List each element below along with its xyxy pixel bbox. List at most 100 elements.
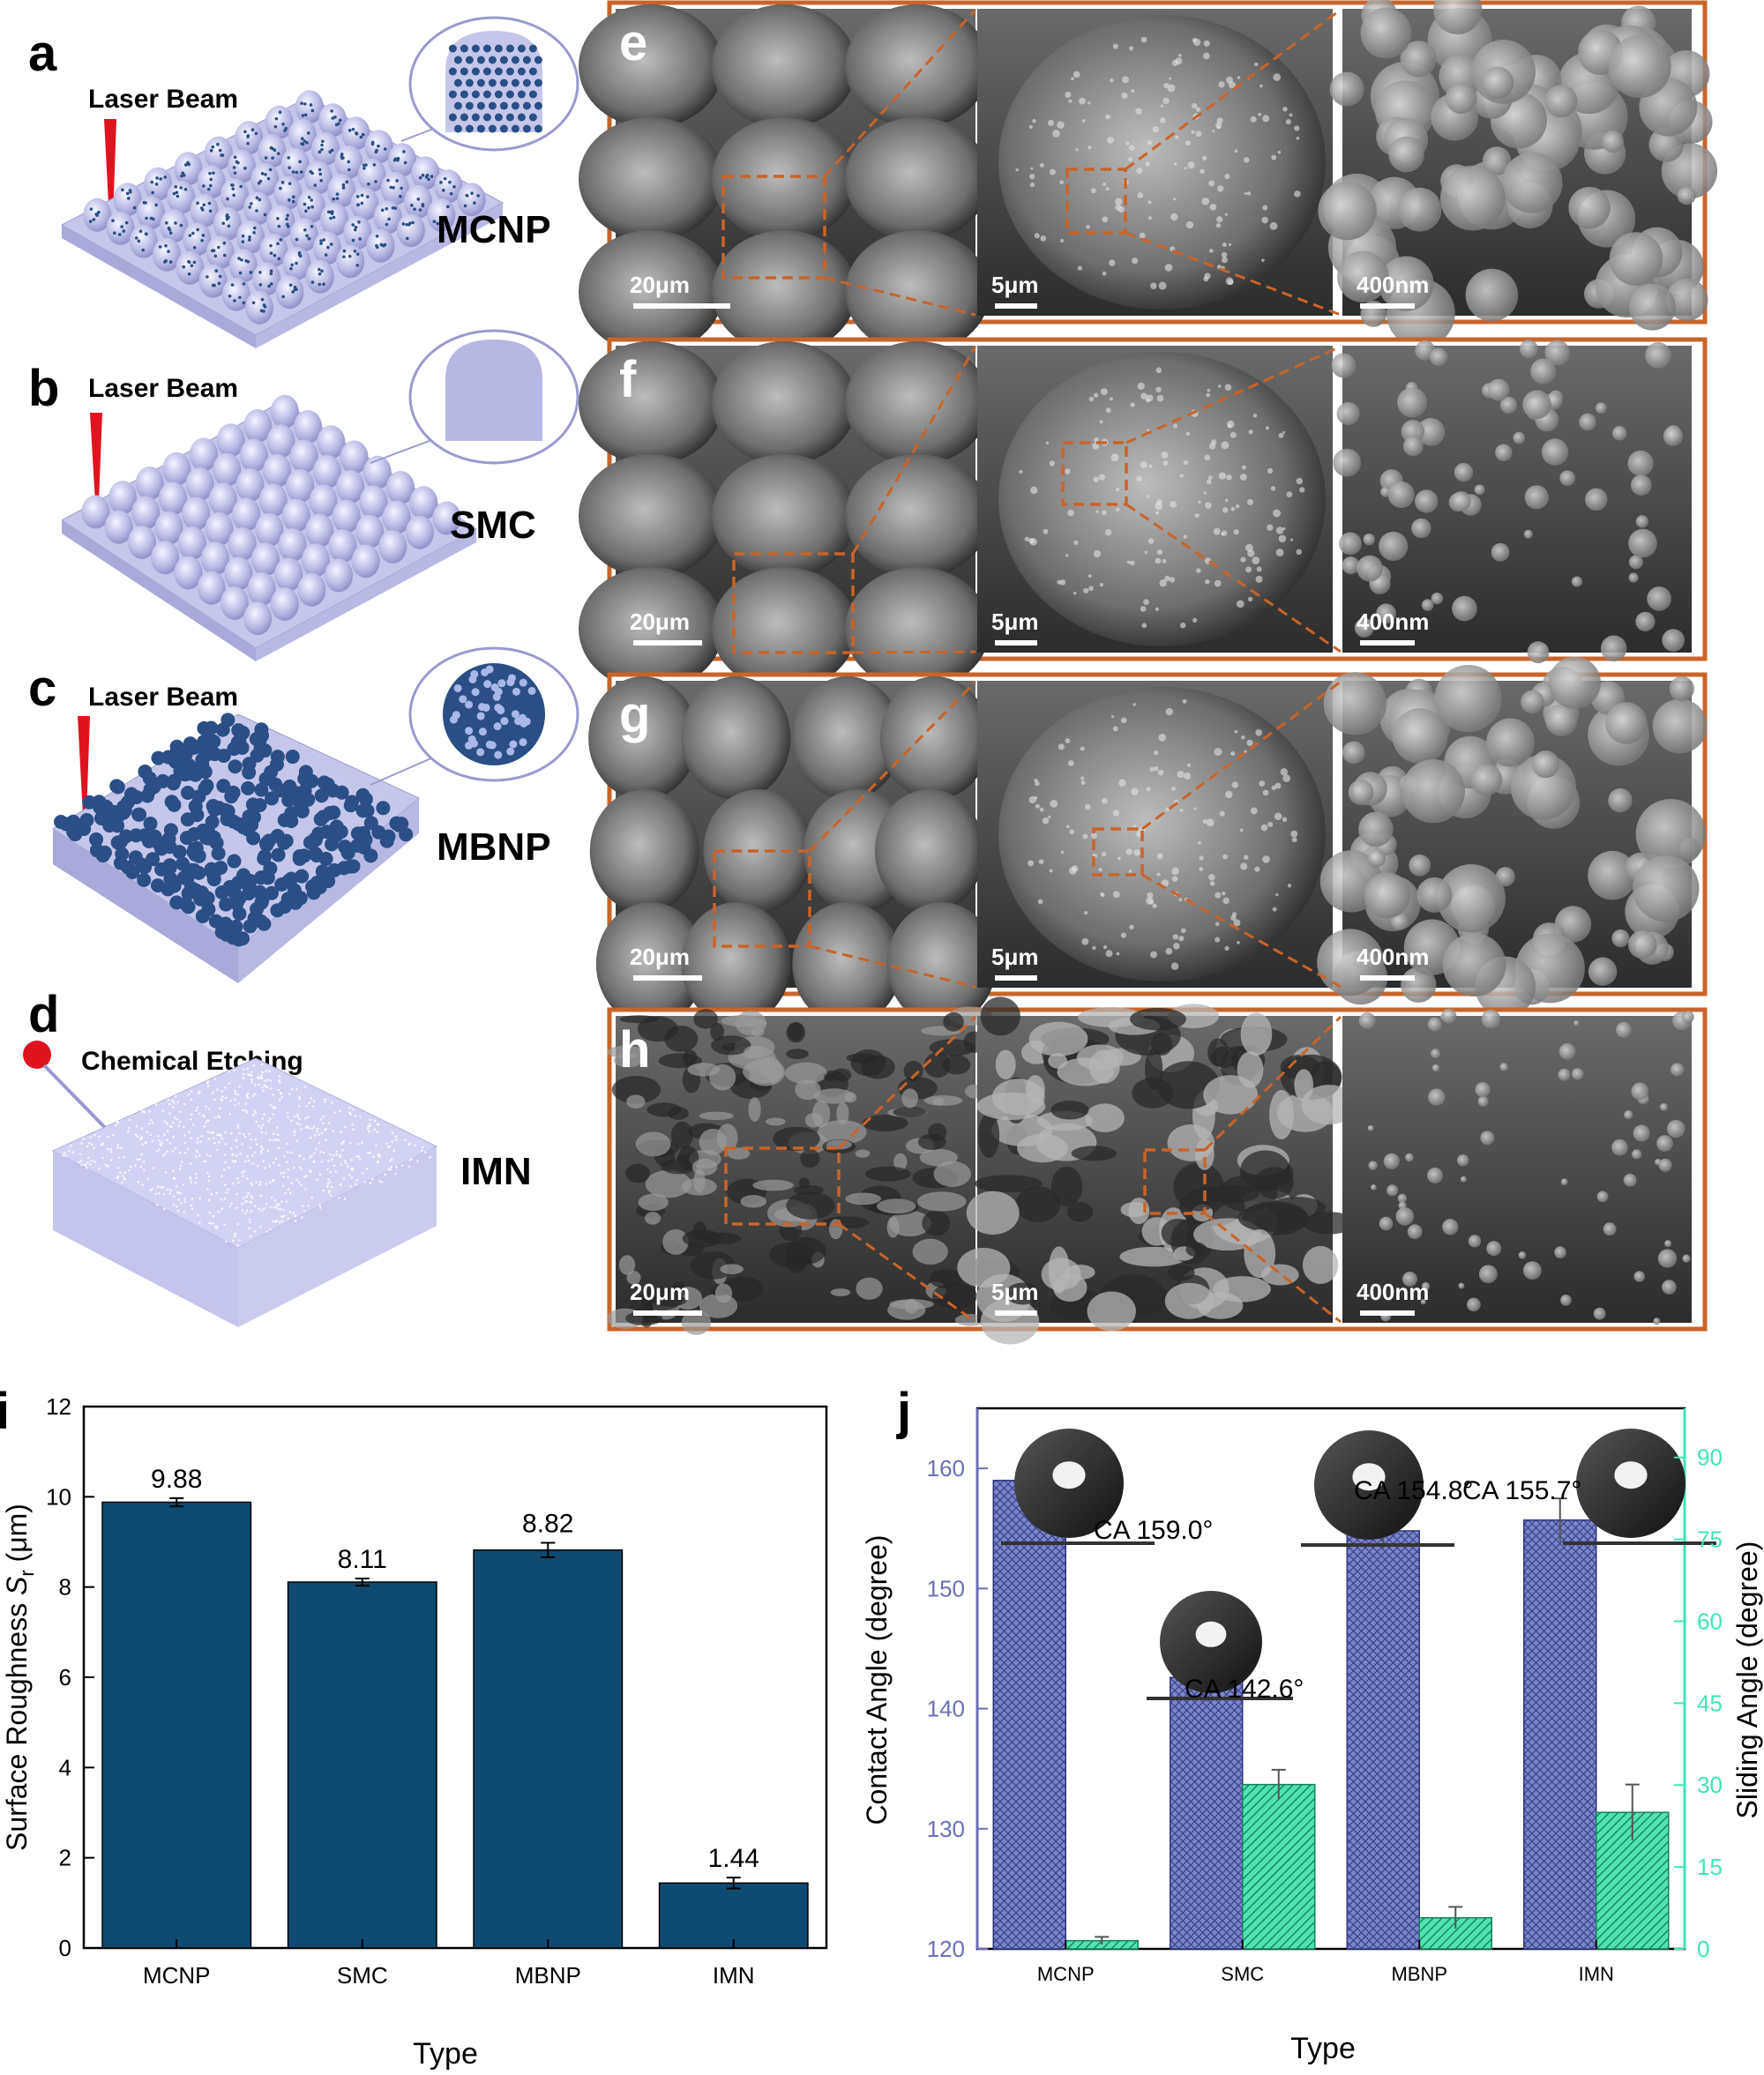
etch-speckle bbox=[246, 1092, 250, 1095]
etch-speckle bbox=[222, 1168, 226, 1171]
sem-texture bbox=[1082, 833, 1088, 840]
sem-nanoparticle bbox=[1558, 1042, 1576, 1060]
etch-speckle bbox=[285, 1200, 288, 1203]
contact-angle-bar-imn bbox=[1523, 1519, 1597, 1950]
etch-speckle bbox=[340, 1163, 343, 1166]
sem-texture bbox=[943, 1011, 964, 1032]
etch-speckle bbox=[310, 1154, 313, 1157]
sem-texture bbox=[1066, 1202, 1094, 1222]
etch-speckle bbox=[161, 1153, 165, 1157]
sem-texture bbox=[1204, 454, 1211, 461]
sem-nanoparticle bbox=[1595, 402, 1607, 414]
sem-texture bbox=[1122, 76, 1129, 84]
etch-speckle bbox=[215, 1191, 219, 1195]
etch-speckle bbox=[236, 1123, 239, 1127]
sem-nanoparticle bbox=[1495, 444, 1513, 461]
sem-texture bbox=[1291, 837, 1297, 843]
etch-speckle bbox=[287, 1168, 290, 1171]
sem-texture bbox=[1237, 1051, 1264, 1088]
microparticle bbox=[270, 903, 285, 918]
sem-texture bbox=[1228, 243, 1232, 247]
sem-texture bbox=[662, 1228, 689, 1255]
sem-texture bbox=[722, 1276, 764, 1302]
etch-speckle bbox=[172, 1106, 175, 1108]
chart-j-ylabel-left: Contact Angle (degree) bbox=[861, 1534, 893, 1825]
sem-nanoparticle bbox=[1510, 754, 1577, 820]
etch-speckle bbox=[277, 1163, 280, 1167]
etch-speckle bbox=[179, 1191, 182, 1195]
nanoparticle bbox=[186, 160, 190, 165]
etch-speckle bbox=[190, 1117, 192, 1121]
etch-speckle bbox=[223, 1197, 227, 1200]
sem-texture bbox=[1193, 1218, 1262, 1251]
sem-texture bbox=[1116, 507, 1120, 511]
etch-speckle bbox=[404, 1138, 407, 1141]
droplet-baseline bbox=[1001, 1541, 1155, 1545]
sem-texture bbox=[638, 1193, 669, 1212]
etch-speckle bbox=[307, 1205, 310, 1207]
sem-texture bbox=[1180, 928, 1186, 934]
pillar bbox=[382, 500, 411, 534]
droplet-baseline bbox=[1147, 1697, 1293, 1700]
sem-texture bbox=[1087, 1291, 1136, 1332]
etch-speckle bbox=[369, 1118, 371, 1122]
nanoparticle bbox=[473, 201, 476, 205]
nanoparticle bbox=[413, 207, 416, 212]
sem-nanoparticle bbox=[1652, 698, 1708, 754]
zoom-box bbox=[732, 552, 855, 654]
sem-texture bbox=[1081, 119, 1086, 123]
nanoparticle bbox=[141, 248, 146, 252]
sem-nanoparticle bbox=[1379, 256, 1434, 311]
etch-speckle bbox=[176, 1205, 178, 1208]
etch-speckle bbox=[316, 1130, 318, 1133]
sem-texture bbox=[1110, 715, 1115, 719]
zoom-nanoparticle bbox=[471, 688, 480, 697]
pillar bbox=[270, 394, 299, 429]
sem-texture bbox=[1261, 258, 1265, 262]
sem-nanoparticle bbox=[1530, 358, 1557, 384]
sem-texture bbox=[1164, 1282, 1215, 1319]
sem-nanoparticle bbox=[1329, 71, 1364, 107]
sem-nanoparticle bbox=[1416, 877, 1453, 913]
nanoparticle bbox=[432, 220, 437, 223]
microparticle bbox=[110, 835, 125, 850]
pillar bbox=[162, 452, 191, 486]
nanoparticle bbox=[300, 101, 303, 105]
sem-texture bbox=[1258, 112, 1262, 116]
etch-speckle bbox=[236, 1126, 240, 1129]
sem-texture bbox=[1237, 76, 1241, 79]
zoom-nanoparticle bbox=[505, 67, 514, 76]
y-tick-label-left: 150 bbox=[927, 1575, 965, 1601]
etch-speckle bbox=[332, 1153, 335, 1157]
droplet-image-mbnp bbox=[1301, 1430, 1454, 1547]
sem-texture bbox=[1119, 1246, 1188, 1267]
sem-texture bbox=[1205, 502, 1212, 509]
sem-texture bbox=[681, 1177, 717, 1196]
pillar bbox=[131, 496, 161, 530]
sem-microcone bbox=[681, 902, 791, 1026]
etch-speckle bbox=[163, 1120, 166, 1123]
sem-texture bbox=[1129, 560, 1135, 566]
sem-texture bbox=[1077, 265, 1082, 271]
etch-speckle bbox=[265, 1230, 269, 1233]
sem-texture bbox=[1149, 766, 1155, 772]
zoom-nanoparticle bbox=[534, 56, 542, 64]
sem-texture bbox=[1137, 382, 1145, 390]
etch-speckle bbox=[301, 1216, 303, 1219]
etch-speckle bbox=[244, 1102, 248, 1105]
sem-texture bbox=[1049, 168, 1056, 175]
etch-speckle bbox=[196, 1137, 199, 1140]
etch-speckle bbox=[229, 1132, 233, 1135]
sem-texture bbox=[1294, 125, 1300, 131]
sem-texture bbox=[1047, 119, 1055, 127]
nanoparticle bbox=[154, 183, 159, 186]
sem-texture bbox=[618, 1255, 636, 1275]
sem-texture bbox=[1035, 780, 1040, 787]
droplet-highlight bbox=[1614, 1461, 1648, 1489]
etch-speckle bbox=[64, 1154, 67, 1157]
sem-texture bbox=[1289, 113, 1293, 117]
etch-speckle bbox=[329, 1194, 333, 1198]
nanoparticle bbox=[175, 190, 179, 195]
sem-nanoparticle bbox=[1342, 741, 1365, 765]
etch-speckle bbox=[252, 1114, 255, 1116]
